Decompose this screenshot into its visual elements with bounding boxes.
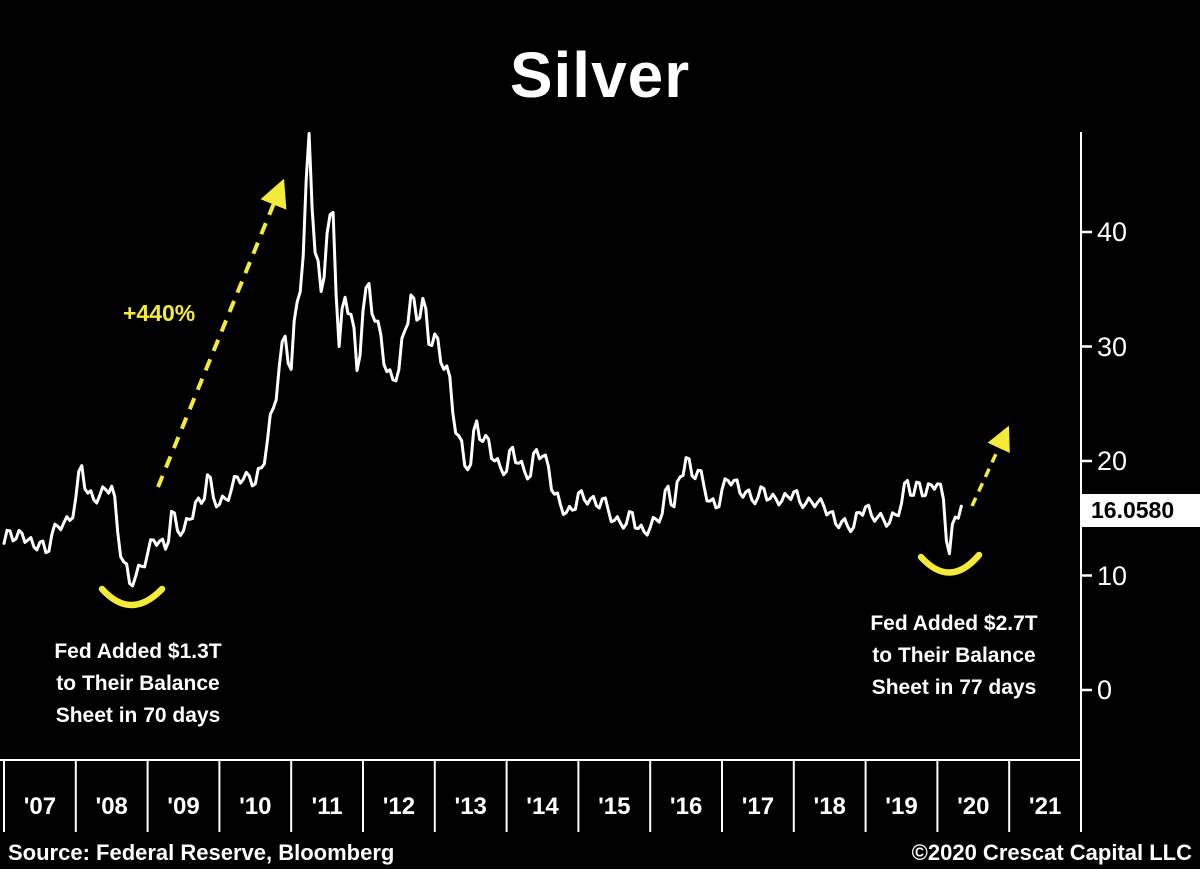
y-axis-label: 10 — [1097, 560, 1128, 591]
x-axis-label: '09 — [167, 793, 200, 820]
x-axis-label: '17 — [741, 793, 775, 820]
copyright-text: ©2020 Crescat Capital LLC — [911, 840, 1192, 865]
x-axis-label: '08 — [95, 793, 128, 820]
fed-annotation-line: to Their Balance — [56, 671, 220, 695]
x-axis-label: '20 — [957, 793, 990, 820]
y-axis-label: 0 — [1097, 675, 1113, 705]
fed-annotation-2020: Fed Added $2.7T to Their Balance Sheet i… — [848, 608, 1060, 704]
bottom-smile-2020 — [917, 551, 983, 576]
fed-annotation-line: Fed Added $1.3T — [54, 640, 222, 663]
fed-annotation-2008: Fed Added $1.3T to Their Balance Sheet i… — [28, 636, 248, 732]
y-axis-label: 20 — [1097, 446, 1128, 476]
x-axis-label: '12 — [382, 793, 416, 820]
gain-arrow — [156, 178, 287, 488]
x-axis-label: '07 — [23, 793, 57, 820]
x-axis-label: '19 — [885, 793, 918, 820]
x-axis-label: '16 — [669, 793, 703, 820]
y-axis-label: 40 — [1097, 217, 1128, 247]
last-price-label: 16.0580 — [1082, 494, 1200, 527]
x-axis-label: '21 — [1028, 793, 1062, 820]
fed-annotation-line: Fed Added $2.7T — [870, 612, 1038, 635]
source-text: Source: Federal Reserve, Bloomberg — [8, 840, 395, 865]
y-axis-label: 30 — [1097, 331, 1128, 362]
recovery-arrow — [970, 425, 1010, 507]
x-axis-label: '15 — [598, 793, 631, 820]
x-axis-label: '14 — [526, 793, 559, 820]
x-axis-label: '10 — [239, 793, 272, 820]
gain-annotation: +440% — [123, 300, 196, 326]
annotation-layer — [98, 178, 1010, 609]
bottom-smile-2008 — [98, 585, 166, 609]
plot-layer — [0, 132, 1092, 832]
fed-annotation-line: to Their Balance — [872, 643, 1036, 667]
fed-annotation-line: Sheet in 70 days — [55, 703, 221, 727]
chart-title: Silver — [509, 39, 691, 111]
fed-annotation-line: Sheet in 77 days — [871, 675, 1037, 699]
x-axis-label: '13 — [454, 793, 487, 820]
x-axis-label: '11 — [311, 793, 343, 820]
x-axis-label: '18 — [813, 793, 846, 820]
price-line — [2, 132, 963, 588]
